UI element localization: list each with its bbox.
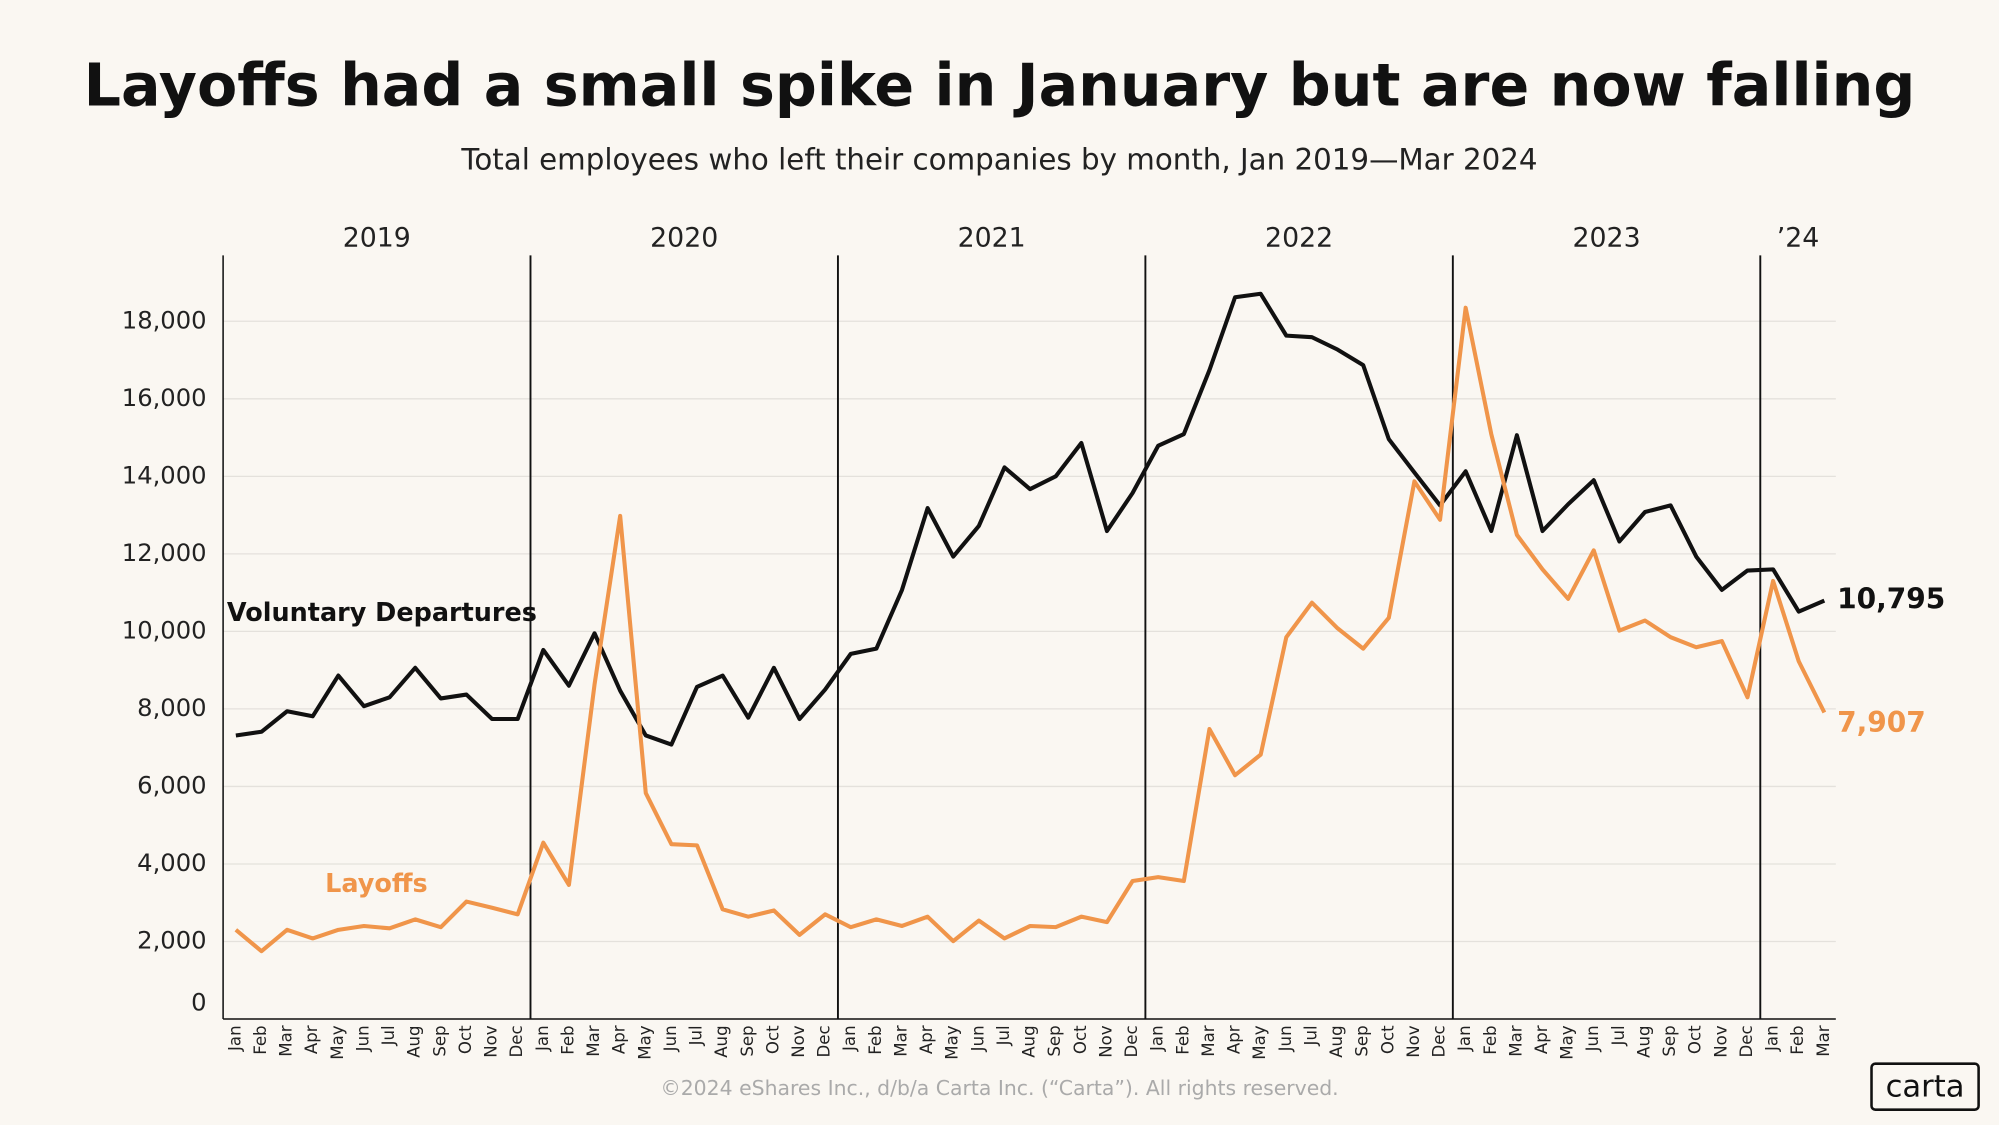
x-tick-label: Nov — [789, 1025, 808, 1058]
x-tick-label: Jul — [1301, 1025, 1320, 1046]
x-tick-label: Mar — [1506, 1025, 1525, 1056]
y-tick-label: 6,000 — [137, 770, 206, 799]
y-tick-label: 18,000 — [122, 305, 207, 334]
x-tick-label: Jun — [353, 1025, 372, 1052]
x-tick-label: May — [635, 1025, 654, 1059]
x-tick-label: Oct — [763, 1025, 782, 1054]
x-tick-label: Dec — [1737, 1025, 1756, 1057]
x-tick-label: Mar — [1814, 1025, 1833, 1056]
x-tick-label: Jul — [687, 1025, 706, 1046]
y-tick-label: 2,000 — [137, 925, 206, 954]
x-tick-label: Feb — [1788, 1025, 1807, 1054]
x-tick-label: Jan — [533, 1025, 552, 1052]
x-tick-label: Aug — [1020, 1025, 1039, 1057]
x-tick-label: Apr — [1532, 1025, 1551, 1054]
y-tick-label: 8,000 — [137, 693, 206, 722]
x-tick-label: Oct — [1378, 1025, 1397, 1054]
x-tick-label: Nov — [1404, 1025, 1423, 1058]
series-label: Layoffs — [325, 869, 428, 899]
x-tick-label: Sep — [1660, 1025, 1679, 1056]
x-tick-label: Feb — [1173, 1025, 1192, 1054]
x-tick-label: Sep — [430, 1025, 449, 1056]
x-tick-label: Dec — [1430, 1025, 1449, 1057]
x-tick-label: Feb — [251, 1025, 270, 1054]
x-tick-label: May — [328, 1025, 347, 1059]
x-tick-label: Aug — [712, 1025, 731, 1057]
x-tick-label: Mar — [584, 1025, 603, 1056]
x-tick-label: Mar — [277, 1025, 296, 1056]
x-tick-label: Oct — [1071, 1025, 1090, 1054]
x-tick-label: Jul — [994, 1025, 1013, 1046]
x-tick-label: Mar — [892, 1025, 911, 1056]
plot-area: 0 2,000 4,000 6,000 8,000 10,000 12,000 14,000 1… — [122, 222, 1945, 1059]
year-label: 2020 — [650, 222, 718, 253]
x-tick-label: May — [1558, 1025, 1577, 1059]
x-tick-label: Jan — [840, 1025, 859, 1052]
y-tick-label: 12,000 — [122, 538, 207, 567]
x-tick-label: May — [943, 1025, 962, 1059]
x-tick-label: Jan — [1763, 1025, 1782, 1052]
x-tick-label: Nov — [482, 1025, 501, 1058]
value-label: 10,795 — [1837, 583, 1945, 616]
x-tick-label: Jun — [1583, 1025, 1602, 1052]
year-label: 2023 — [1573, 222, 1641, 253]
x-tick-label: Aug — [405, 1025, 424, 1057]
y-tick-label: 14,000 — [122, 460, 207, 489]
year-label: ’24 — [1777, 222, 1820, 253]
y-tick-label: 16,000 — [122, 383, 207, 412]
x-tick-label: Jan — [1148, 1025, 1167, 1052]
x-tick-label: Jun — [661, 1025, 680, 1052]
x-tick-label: Sep — [738, 1025, 757, 1056]
x-tick-label: Oct — [456, 1025, 475, 1054]
x-tick-label: Oct — [1686, 1025, 1705, 1054]
x-tick-label: Aug — [1327, 1025, 1346, 1057]
x-tick-label: Dec — [507, 1025, 526, 1057]
x-tick-label: Jul — [379, 1025, 398, 1046]
year-label: 2019 — [343, 222, 411, 253]
x-tick-label: Jan — [1455, 1025, 1474, 1052]
series-line — [234, 305, 1827, 954]
series-label: Voluntary Departures — [227, 598, 537, 628]
x-tick-label: Jan — [225, 1025, 244, 1052]
series-line — [235, 291, 1826, 747]
x-tick-label: Jun — [968, 1025, 987, 1052]
x-tick-label: Jul — [1609, 1025, 1628, 1046]
logo-box — [1870, 1062, 1980, 1111]
chart-title: Layoffs had a small spike in January but… — [84, 51, 1916, 119]
x-tick-label: Aug — [1635, 1025, 1654, 1057]
x-tick-label: Nov — [1711, 1025, 1730, 1058]
x-tick-label: Apr — [917, 1025, 936, 1054]
x-tick-label: Apr — [1225, 1025, 1244, 1054]
x-tick-label: Apr — [302, 1025, 321, 1054]
x-tick-label: Jun — [1276, 1025, 1295, 1052]
x-tick-label: Sep — [1353, 1025, 1372, 1056]
y-tick-label: 4,000 — [137, 848, 206, 877]
year-label: 2021 — [958, 222, 1026, 253]
x-tick-label: Dec — [1122, 1025, 1141, 1057]
x-tick-label: Dec — [815, 1025, 834, 1057]
x-tick-label: Sep — [1045, 1025, 1064, 1056]
x-tick-label: Apr — [610, 1025, 629, 1054]
x-tick-label: Nov — [1096, 1025, 1115, 1058]
x-tick-label: May — [1250, 1025, 1269, 1059]
footer: ©2024 eShares Inc., d/b/a Carta Inc. (“C… — [660, 1076, 1338, 1100]
value-label: 7,907 — [1837, 706, 1926, 739]
x-tick-label: Feb — [558, 1025, 577, 1054]
x-tick-label: Feb — [866, 1025, 885, 1054]
x-tick-label: Feb — [1481, 1025, 1500, 1054]
year-label: 2022 — [1265, 222, 1333, 253]
chart-subtitle: Total employees who left their companies… — [460, 142, 1537, 176]
x-tick-label: Mar — [1199, 1025, 1218, 1056]
logo: carta — [1886, 1069, 1965, 1104]
y-tick-label: 0 — [191, 988, 206, 1017]
y-tick-label: 10,000 — [122, 615, 207, 644]
